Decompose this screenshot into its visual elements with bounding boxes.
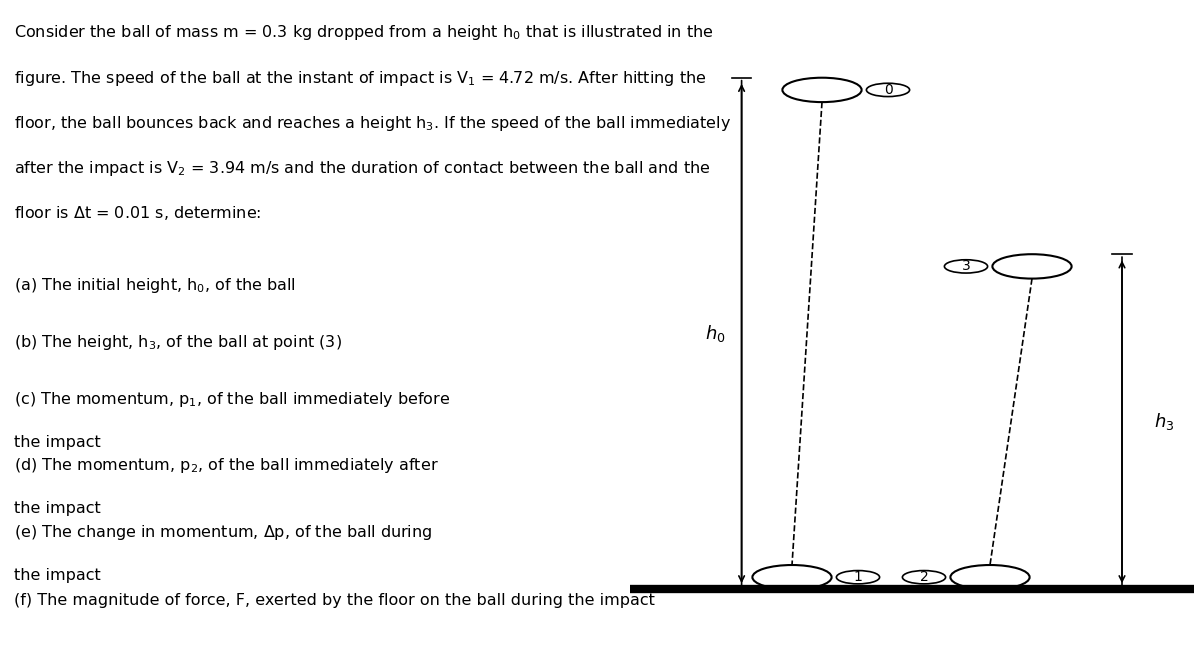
Text: (d) The momentum, p$_2$, of the ball immediately after: (d) The momentum, p$_2$, of the ball imm…	[14, 456, 439, 476]
Text: (f) The magnitude of force, F, exerted by the floor on the ball during the impac: (f) The magnitude of force, F, exerted b…	[14, 593, 655, 608]
Text: after the impact is V$_2$ = 3.94 m/s and the duration of contact between the bal: after the impact is V$_2$ = 3.94 m/s and…	[14, 159, 710, 178]
Text: 3: 3	[961, 259, 971, 274]
Text: $h_0$: $h_0$	[706, 323, 726, 344]
Text: 1: 1	[853, 570, 863, 584]
Text: (b) The height, h$_3$, of the ball at point (3): (b) The height, h$_3$, of the ball at po…	[14, 333, 342, 352]
Text: the impact: the impact	[14, 568, 101, 583]
Text: the impact: the impact	[14, 435, 101, 450]
Text: (e) The change in momentum, $\Delta$p, of the ball during: (e) The change in momentum, $\Delta$p, o…	[14, 523, 433, 542]
Text: $h_3$: $h_3$	[1154, 412, 1175, 432]
Text: floor, the ball bounces back and reaches a height h$_3$. If the speed of the bal: floor, the ball bounces back and reaches…	[14, 114, 732, 133]
Text: the impact: the impact	[14, 501, 101, 517]
Text: floor is $\Delta$t = 0.01 s, determine:: floor is $\Delta$t = 0.01 s, determine:	[14, 204, 262, 222]
Text: (c) The momentum, p$_1$, of the ball immediately before: (c) The momentum, p$_1$, of the ball imm…	[14, 390, 450, 409]
Text: 0: 0	[883, 83, 893, 97]
Text: 2: 2	[919, 570, 929, 584]
Text: (a) The initial height, h$_0$, of the ball: (a) The initial height, h$_0$, of the ba…	[14, 276, 296, 296]
Text: figure. The speed of the ball at the instant of impact is V$_1$ = 4.72 m/s. Afte: figure. The speed of the ball at the ins…	[14, 69, 707, 88]
Text: Consider the ball of mass m = 0.3 kg dropped from a height h$_0$ that is illustr: Consider the ball of mass m = 0.3 kg dro…	[14, 23, 714, 43]
